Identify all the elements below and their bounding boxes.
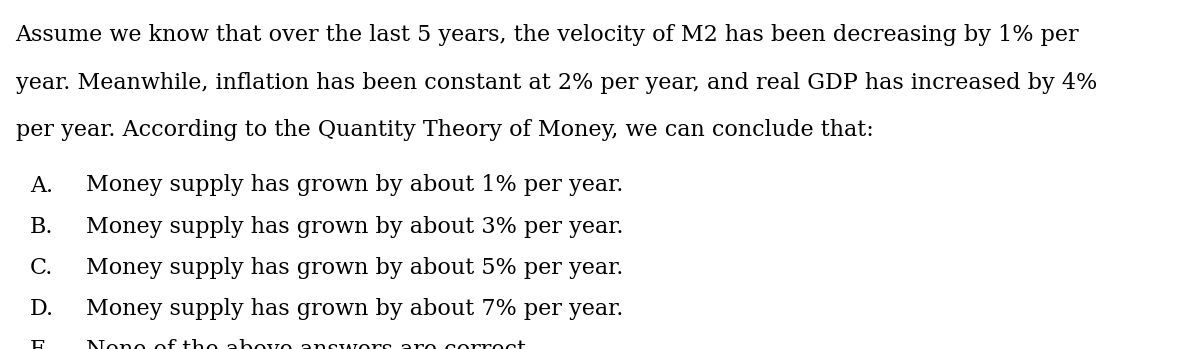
Text: Assume we know that over the last 5 years, the velocity of M2 has been decreasin: Assume we know that over the last 5 year… bbox=[16, 24, 1079, 46]
Text: Money supply has grown by about 3% per year.: Money supply has grown by about 3% per y… bbox=[86, 216, 624, 238]
Text: D.: D. bbox=[30, 298, 54, 320]
Text: Money supply has grown by about 5% per year.: Money supply has grown by about 5% per y… bbox=[86, 257, 624, 279]
Text: per year. According to the Quantity Theory of Money, we can conclude that:: per year. According to the Quantity Theo… bbox=[16, 119, 874, 141]
Text: Money supply has grown by about 7% per year.: Money supply has grown by about 7% per y… bbox=[86, 298, 624, 320]
Text: None of the above answers are correct.: None of the above answers are correct. bbox=[86, 339, 534, 349]
Text: B.: B. bbox=[30, 216, 54, 238]
Text: E.: E. bbox=[30, 339, 53, 349]
Text: Money supply has grown by about 1% per year.: Money supply has grown by about 1% per y… bbox=[86, 174, 624, 196]
Text: year. Meanwhile, inflation has been constant at 2% per year, and real GDP has in: year. Meanwhile, inflation has been cons… bbox=[16, 72, 1097, 94]
Text: A.: A. bbox=[30, 174, 53, 196]
Text: C.: C. bbox=[30, 257, 53, 279]
